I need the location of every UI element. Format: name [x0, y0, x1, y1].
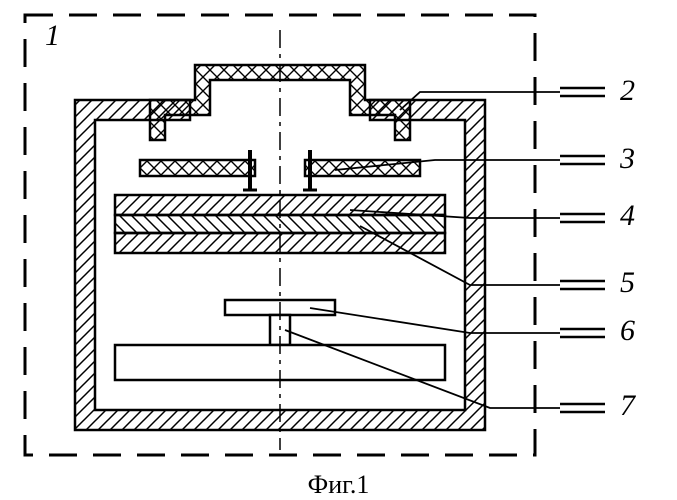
callout-label-6: 6 [620, 314, 635, 347]
callout-label-1: 1 [45, 19, 60, 52]
ring-plate-left [140, 160, 255, 176]
callout-label-4: 4 [620, 199, 635, 232]
callout-label-3: 3 [619, 142, 635, 175]
leader-line-6 [310, 308, 560, 333]
callout-label-2: 2 [620, 74, 635, 107]
callout-label-7: 7 [620, 389, 637, 422]
callout-label-5: 5 [620, 266, 635, 299]
figure-caption: Фиг.1 [0, 470, 677, 500]
